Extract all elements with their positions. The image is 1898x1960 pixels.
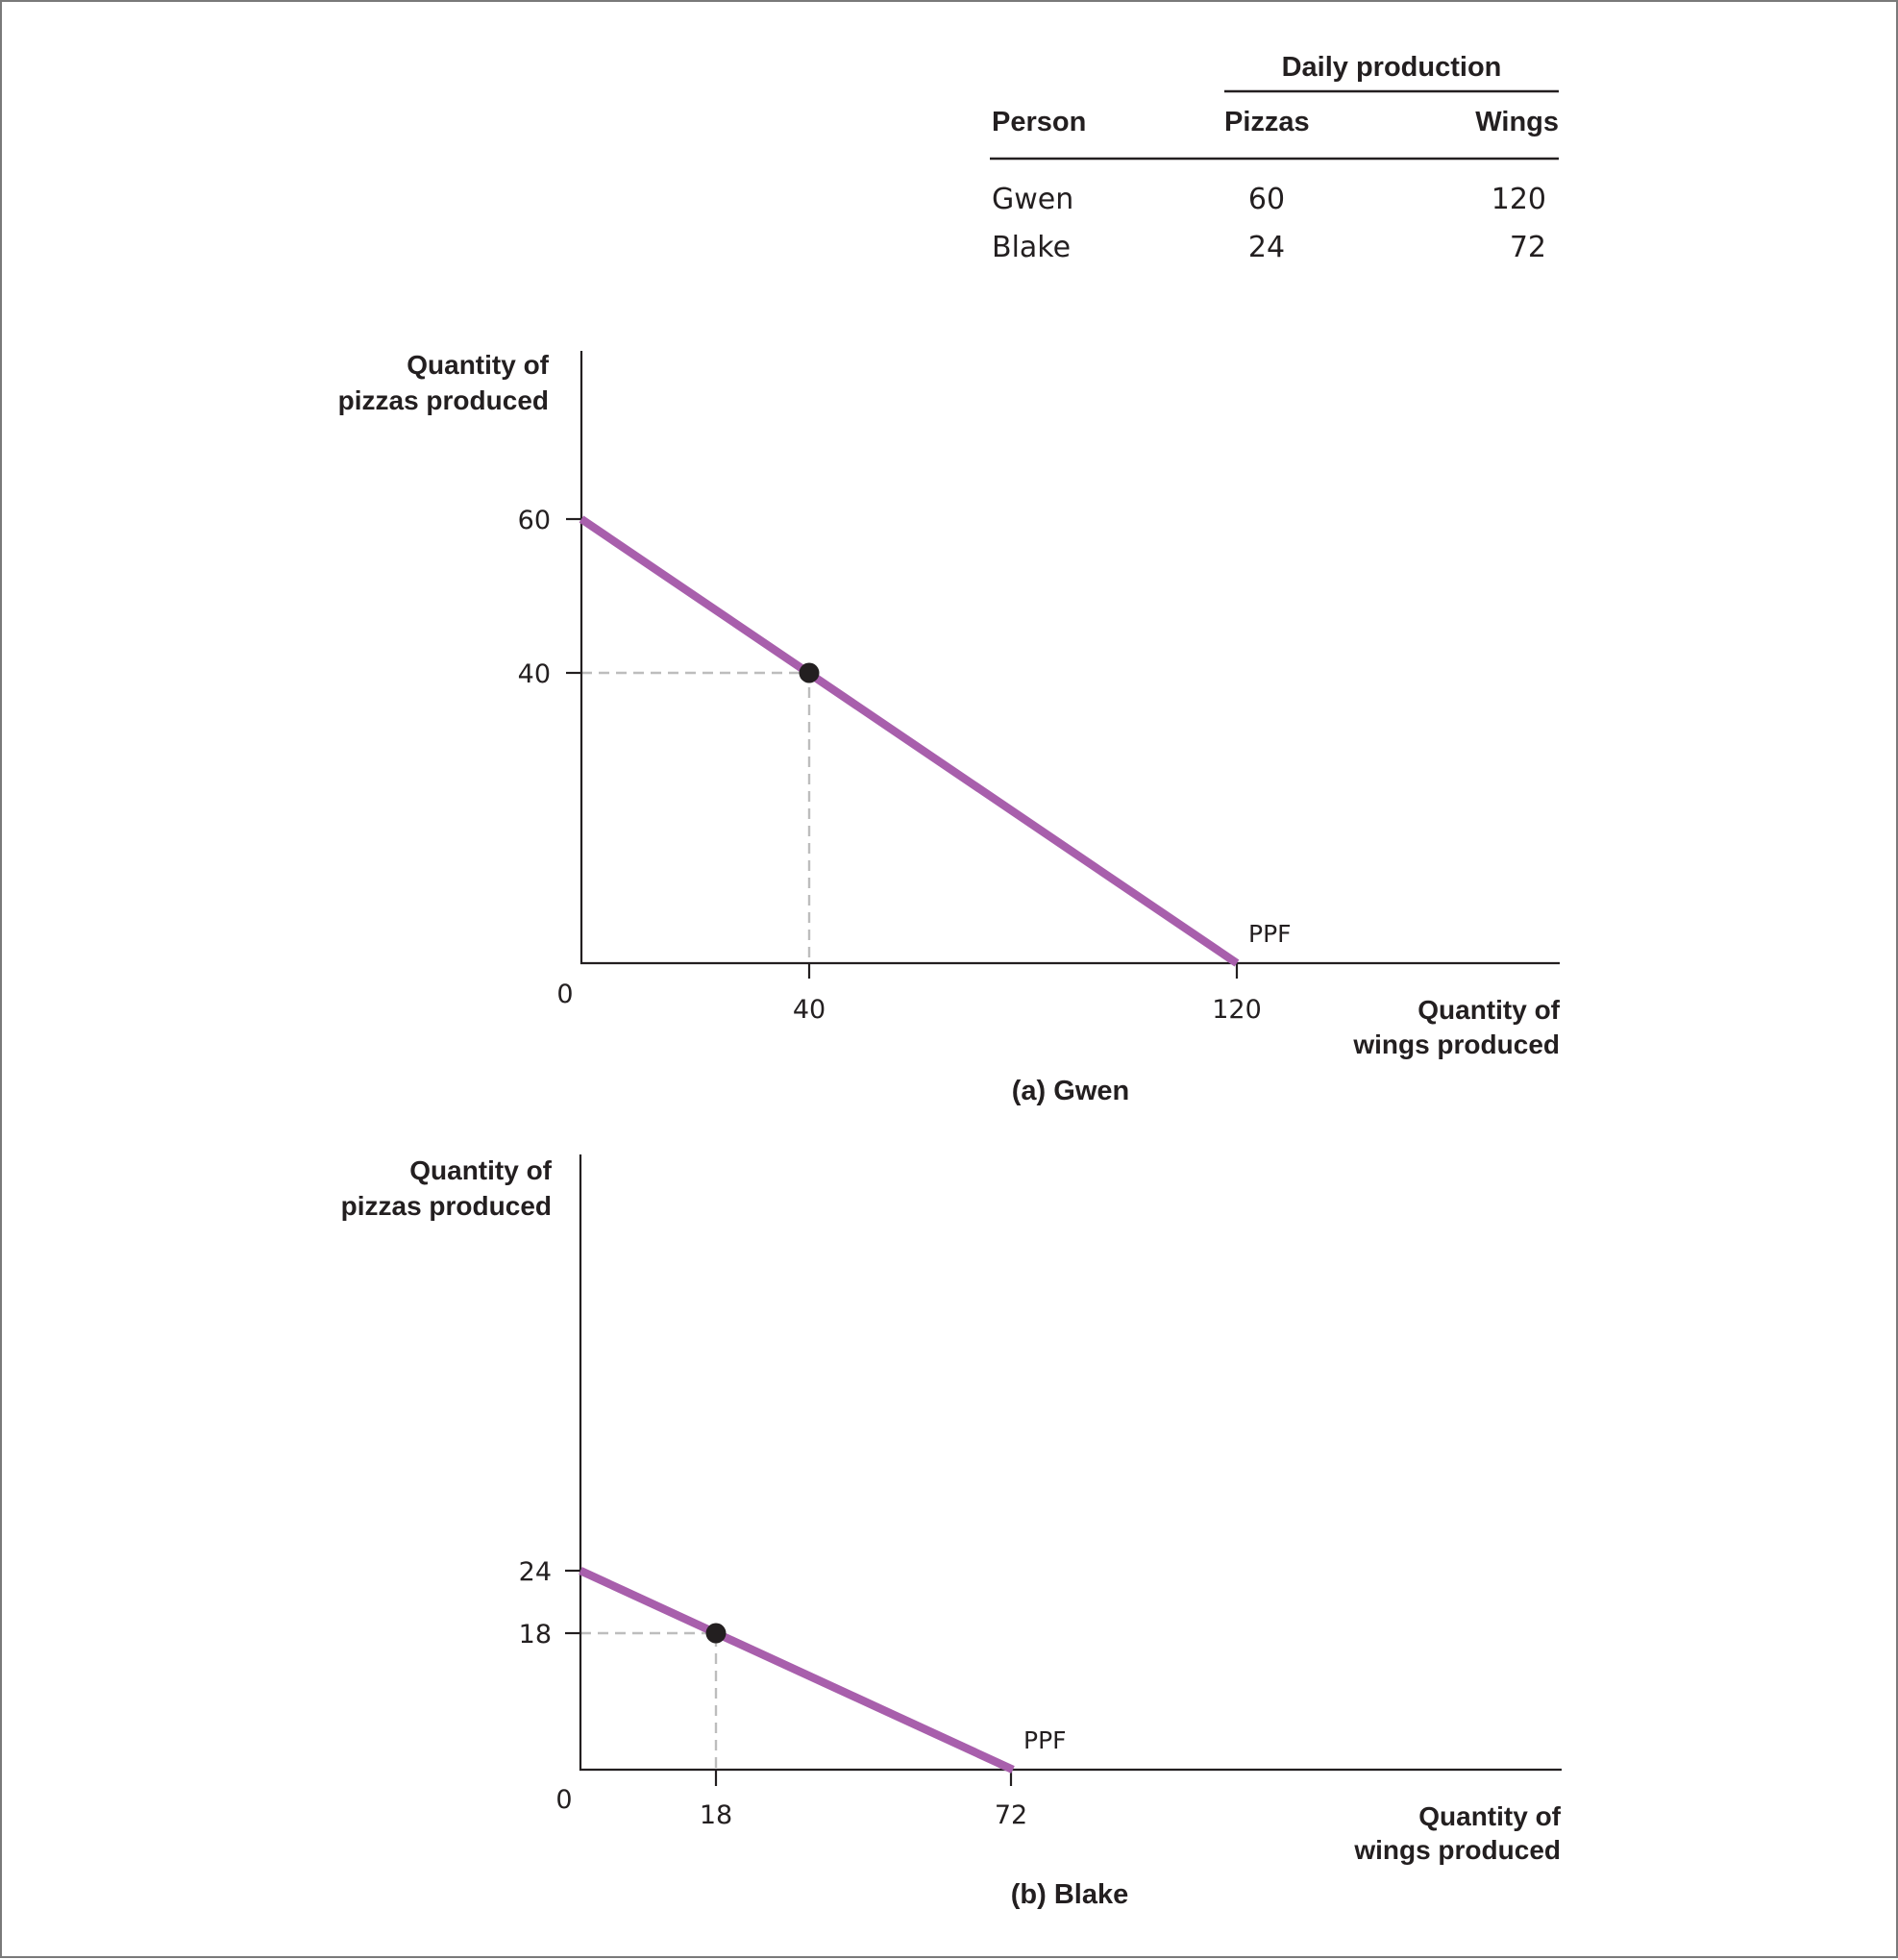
column-header-person: Person [992,107,1086,137]
y-axis-label-line2: pizzas produced [341,1191,552,1221]
y-tick-label: 40 [518,659,551,689]
panel-title: (a) Gwen [1012,1076,1129,1106]
x-axis-label-line1: Quantity of [1417,995,1560,1025]
panel-blake: Quantity of pizzas produced 24 18 0 18 7… [341,1154,1562,1910]
x-axis-label-line2: wings produced [1353,1835,1561,1865]
ppf-line [579,515,1240,967]
x-axis-label-line2: wings produced [1352,1030,1560,1059]
origin-label: 0 [556,980,573,1009]
axes [579,1154,1562,1772]
production-point [705,1623,727,1644]
cell-wings: 72 [1510,231,1546,264]
cell-wings: 120 [1491,183,1546,216]
y-tick-label: 24 [519,1557,552,1587]
x-tick-label: 72 [995,1800,1027,1830]
guide-lines [580,1631,718,1770]
panel-gwen: Quantity of pizzas produced 60 40 0 40 1… [338,350,1561,1106]
y-axis-label-line2: pizzas produced [338,385,549,415]
column-header-wings: Wings [1475,107,1559,137]
column-header-pizzas: Pizzas [1224,107,1310,137]
cell-pizzas: 24 [1248,231,1285,264]
y-axis-label-line1: Quantity of [409,1155,552,1185]
production-point [799,662,820,683]
ppf-line [579,1567,1015,1774]
guide-lines [581,671,811,963]
panel-title: (b) Blake [1011,1879,1128,1910]
x-tick-label: 120 [1212,995,1262,1025]
cell-pizzas: 60 [1248,183,1285,216]
table-row: Blake 24 72 [992,231,1546,264]
x-tick-label: 18 [700,1800,732,1830]
cell-person: Gwen [992,183,1073,216]
cell-person: Blake [992,231,1071,264]
y-tick-label: 60 [518,506,551,535]
ppf-label: PPF [1248,920,1292,948]
x-tick-label: 40 [793,995,826,1025]
table-row: Gwen 60 120 [992,183,1546,216]
table-group-header: Daily production [1282,52,1502,83]
y-axis-label-line1: Quantity of [407,350,549,380]
ppf-label: PPF [1023,1726,1067,1754]
x-axis-label-line1: Quantity of [1418,1801,1561,1831]
y-tick-label: 18 [519,1620,552,1650]
axes [579,351,1560,965]
production-table: Daily production Person Pizzas Wings Gwe… [990,52,1559,264]
origin-label: 0 [555,1785,572,1815]
